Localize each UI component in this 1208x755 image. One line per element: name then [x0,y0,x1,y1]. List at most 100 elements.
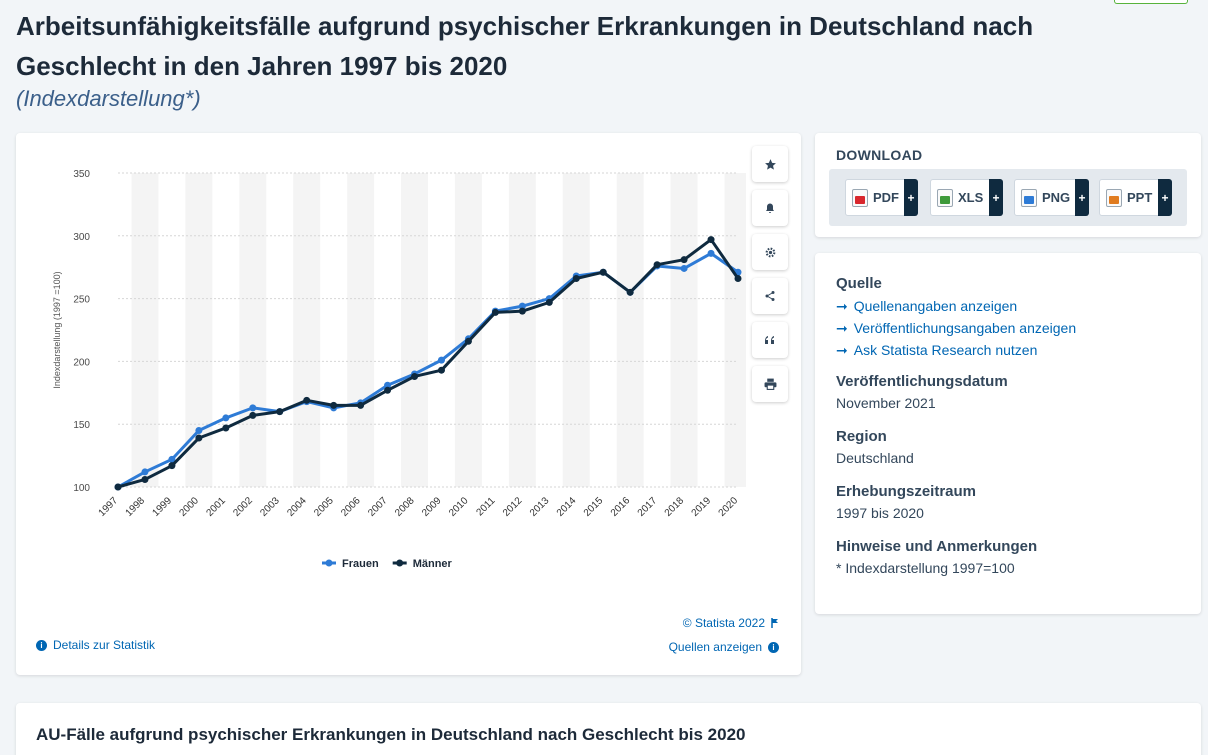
x-tick-label: 2018 [663,495,687,519]
sources-link[interactable]: Quellen anzeigen i [669,640,779,654]
period-value: 1997 bis 2020 [836,505,924,521]
related-statistic-card[interactable]: AU-Fälle aufgrund psychischer Erkrankung… [16,703,1201,755]
notes-heading: Hinweise und Anmerkungen [836,538,1038,555]
x-tick-label: 2013 [528,495,552,519]
y-tick-label: 250 [73,295,90,306]
data-point-maenner [599,268,607,276]
y-tick-label: 350 [73,169,90,180]
source-heading: Quelle [836,275,882,292]
data-point-maenner [249,411,257,419]
pdf-file-icon [852,188,868,207]
legend-label-frauen: Frauen [342,558,379,570]
x-tick-label: 2015 [582,495,606,519]
copyright[interactable]: © Statista 2022 [683,616,779,630]
period-heading: Erhebungszeitraum [836,483,977,500]
plus-icon: + [1075,179,1089,216]
plus-icon: + [1158,179,1172,216]
data-point-frauen [707,249,715,257]
share-icon[interactable] [752,278,788,314]
notes-value: * Indexdarstellung 1997=100 [836,560,1015,576]
top-badge[interactable] [1114,0,1188,4]
grid-band [670,173,698,487]
download-png-button[interactable]: PNG + [1014,179,1089,216]
x-tick-label: 2006 [339,495,363,519]
details-link[interactable]: i Details zur Statistik [36,638,155,652]
download-xls-button[interactable]: XLS + [930,179,1003,216]
grid-band [724,173,746,487]
related-statistic-title: AU-Fälle aufgrund psychischer Erkrankung… [36,725,746,744]
plus-icon: + [904,179,918,216]
data-point-maenner [626,288,634,296]
star-icon[interactable] [752,146,788,182]
plus-icon: + [989,179,1003,216]
source-link-research[interactable]: ➞ Ask Statista Research nutzen [836,339,1180,361]
legend-label-maenner: Männer [413,558,453,570]
y-tick-label: 100 [73,483,90,494]
data-point-frauen [680,264,688,272]
chart-toolbar [752,146,788,410]
grid-band [347,173,375,487]
x-tick-label: 1997 [97,495,121,519]
flag-icon [771,618,778,628]
data-point-maenner [572,275,580,283]
download-pdf-button[interactable]: PDF + [845,179,918,216]
info-card: Quelle ➞ Quellenangaben anzeigen ➞ Veröffe… [815,253,1201,614]
x-tick-label: 2012 [501,495,525,519]
x-tick-label: 1999 [151,495,175,519]
legend-marker-maenner [396,559,404,567]
info-icon: i [768,641,779,653]
data-point-maenner [464,337,472,345]
data-point-maenner [357,401,365,409]
source-link-text: Ask Statista Research nutzen [853,342,1038,358]
gear-icon[interactable] [752,234,788,270]
source-link-publication[interactable]: ➞ Veröffentlichungsangaben anzeigen [836,317,1180,339]
grid-band [401,173,428,487]
download-xls-label: XLS [958,190,984,205]
print-icon[interactable] [752,366,788,402]
download-png-label: PNG [1042,190,1071,205]
line-chart: 100 150 200 250 300 350 Indexdarstellung (1997… [52,169,746,570]
x-tick-label: 2007 [366,495,390,519]
y-tick-label: 200 [73,357,90,368]
source-link-details[interactable]: ➞ Quellenangaben anzeigen [836,295,1180,317]
download-ppt-button[interactable]: PPT + [1099,179,1172,216]
data-point-maenner [168,462,176,470]
pub-date-heading: Veröffentlichungsdatum [836,373,1008,390]
x-tick-label: 2000 [177,495,201,519]
download-buttons: PDF + XLS + PNG + PPT + [829,169,1187,226]
bell-icon[interactable] [752,190,788,226]
data-point-frauen [222,414,230,422]
grid-band [131,173,159,487]
chart-card: 100 150 200 250 300 350 Indexdarstellung (1997… [16,133,801,675]
x-tick-label: 2009 [420,495,444,519]
data-point-maenner [384,386,392,394]
data-point-maenner [653,261,661,269]
pub-date-value: November 2021 [836,395,936,411]
data-point-maenner [518,307,526,315]
region-value: Deutschland [836,450,914,466]
details-link-text: Details zur Statistik [53,638,156,652]
x-tick-label: 2020 [717,495,741,519]
data-point-maenner [141,475,149,483]
data-point-maenner [734,275,742,283]
y-tick-label: 300 [73,232,90,243]
data-point-maenner [303,396,311,404]
data-point-maenner [114,483,122,491]
data-point-maenner [491,308,499,316]
grid-band [562,173,590,487]
data-point-maenner [222,424,230,432]
data-point-maenner [545,298,553,306]
quote-icon[interactable] [752,322,788,358]
x-tick-label: 2011 [475,495,498,518]
data-point-frauen [518,302,526,310]
download-title: DOWNLOAD [836,147,923,163]
x-tick-label: 2016 [609,495,633,519]
info-icon: i [36,639,47,651]
x-tick-label: 2014 [555,495,579,519]
x-tick-label: 2002 [231,495,255,519]
grid-band [239,173,267,487]
data-point-frauen [437,356,445,364]
grid-band [293,173,321,487]
download-card: DOWNLOAD PDF + XLS + PNG + PPT + [815,133,1201,237]
data-point-frauen [195,426,203,434]
